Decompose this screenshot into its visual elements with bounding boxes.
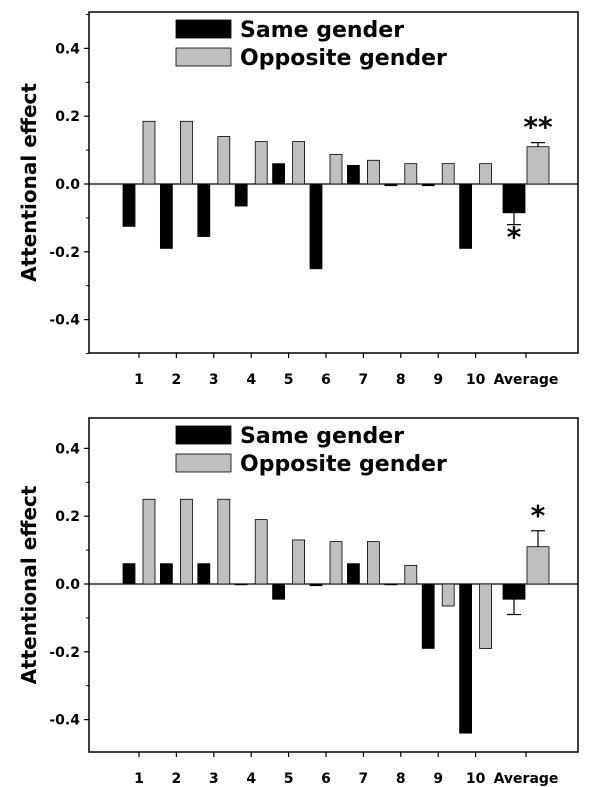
- x-tick-label: 8: [396, 771, 406, 787]
- bar-same-gender: [197, 563, 211, 585]
- bar-same-gender: [459, 183, 473, 249]
- y-tick-label: -0.2: [49, 245, 80, 261]
- bar-same-gender: [384, 183, 398, 187]
- x-tick-label: Average: [494, 372, 559, 388]
- bar-opposite-gender: [526, 146, 550, 185]
- bar-opposite-gender: [217, 498, 231, 585]
- chart-panel-bottom: 0.4 0.2 0.0 -0.2 -0.4 Attentional effect 1 2 3 4 5…: [17, 417, 579, 787]
- bar-opposite-gender: [366, 159, 380, 185]
- bar-same-gender: [272, 583, 286, 600]
- bar-opposite-gender: [254, 519, 268, 585]
- bar-same-gender: [159, 563, 173, 585]
- x-tick-label: 4: [246, 771, 256, 787]
- significance-marker: **: [523, 111, 553, 144]
- x-tick-label: 10: [466, 372, 486, 388]
- y-tick-label: 0.2: [55, 509, 80, 525]
- x-tick-label: 3: [209, 372, 219, 388]
- bar-same-gender: [346, 563, 360, 585]
- legend-label: Opposite gender: [240, 452, 447, 477]
- x-tick-label: 7: [359, 372, 369, 388]
- bar-opposite-gender: [404, 564, 418, 585]
- bar-same-gender: [272, 163, 286, 185]
- bar-same-gender: [502, 583, 526, 600]
- y-tick-label: -0.2: [49, 645, 80, 661]
- bar-opposite-gender: [329, 154, 343, 185]
- bar-same-gender: [234, 583, 248, 586]
- bar-opposite-gender: [526, 546, 550, 585]
- legend-label: Opposite gender: [240, 46, 447, 71]
- plot-frame: [88, 417, 579, 753]
- y-tick-label: 0.0: [55, 177, 80, 193]
- bar-same-gender: [309, 583, 323, 587]
- bar-same-gender: [234, 183, 248, 207]
- bar-same-gender: [421, 583, 435, 649]
- bar-opposite-gender: [441, 163, 455, 185]
- bar-same-gender: [346, 164, 360, 185]
- y-tick-label: 0.4: [55, 441, 80, 457]
- bar-same-gender: [122, 183, 136, 227]
- x-tick-label: 9: [433, 372, 443, 388]
- x-tick-label: 1: [134, 372, 144, 388]
- bar-same-gender: [122, 563, 136, 585]
- bar-same-gender: [459, 583, 473, 734]
- bar-opposite-gender: [441, 583, 455, 607]
- legend-label: Same gender: [240, 18, 404, 43]
- bar-opposite-gender: [292, 539, 306, 585]
- bar-same-gender: [502, 183, 526, 214]
- bar-opposite-gender: [366, 541, 380, 585]
- x-tick-label: 6: [321, 771, 331, 787]
- bar-opposite-gender: [217, 136, 231, 185]
- significance-marker: *: [531, 499, 546, 532]
- x-tick-label: 3: [209, 771, 219, 787]
- legend-swatch: [175, 425, 232, 445]
- x-tick-label: 5: [284, 372, 294, 388]
- bar-opposite-gender: [329, 541, 343, 585]
- y-tick-label: -0.4: [49, 313, 80, 329]
- bar-same-gender: [421, 183, 435, 187]
- x-tick-label: 6: [321, 372, 331, 388]
- bar-opposite-gender: [292, 141, 306, 185]
- bar-opposite-gender: [254, 141, 268, 185]
- y-axis-title: Attentional effect: [17, 83, 41, 282]
- legend-swatch: [175, 453, 232, 473]
- legend-swatch: [175, 19, 232, 39]
- x-tick-label: 7: [359, 771, 369, 787]
- bar-opposite-gender: [479, 163, 493, 185]
- bar-opposite-gender: [179, 120, 193, 185]
- bar-opposite-gender: [179, 498, 193, 585]
- bar-opposite-gender: [479, 583, 493, 649]
- x-tick-label: 8: [396, 372, 406, 388]
- y-tick-label: 0.2: [55, 109, 80, 125]
- x-tick-label: 5: [284, 771, 294, 787]
- bar-opposite-gender: [142, 120, 156, 185]
- x-tick-label: 2: [172, 372, 182, 388]
- y-axis-title: Attentional effect: [17, 485, 41, 684]
- y-tick-label: -0.4: [49, 713, 80, 729]
- bar-same-gender: [384, 583, 398, 586]
- legend-label: Same gender: [240, 424, 404, 449]
- bar-opposite-gender: [142, 498, 156, 585]
- bar-same-gender: [159, 183, 173, 249]
- bar-same-gender: [309, 183, 323, 270]
- y-tick-label: 0.4: [55, 41, 80, 57]
- legend-swatch: [175, 47, 232, 67]
- x-tick-label: 4: [246, 372, 256, 388]
- y-tick-label: 0.0: [55, 577, 80, 593]
- bar-same-gender: [197, 183, 211, 237]
- plot-frame: [88, 11, 579, 354]
- significance-marker: *: [507, 221, 522, 254]
- bar-opposite-gender: [404, 163, 418, 185]
- x-tick-label: 2: [172, 771, 182, 787]
- x-tick-label: 9: [433, 771, 443, 787]
- x-tick-label: Average: [494, 771, 559, 787]
- x-tick-label: 1: [134, 771, 144, 787]
- chart-panel-top: 0.4 0.2 0.0 -0.2 -0.4 Attentional effect 1 2 3 4 5…: [17, 11, 579, 388]
- x-tick-label: 10: [466, 771, 486, 787]
